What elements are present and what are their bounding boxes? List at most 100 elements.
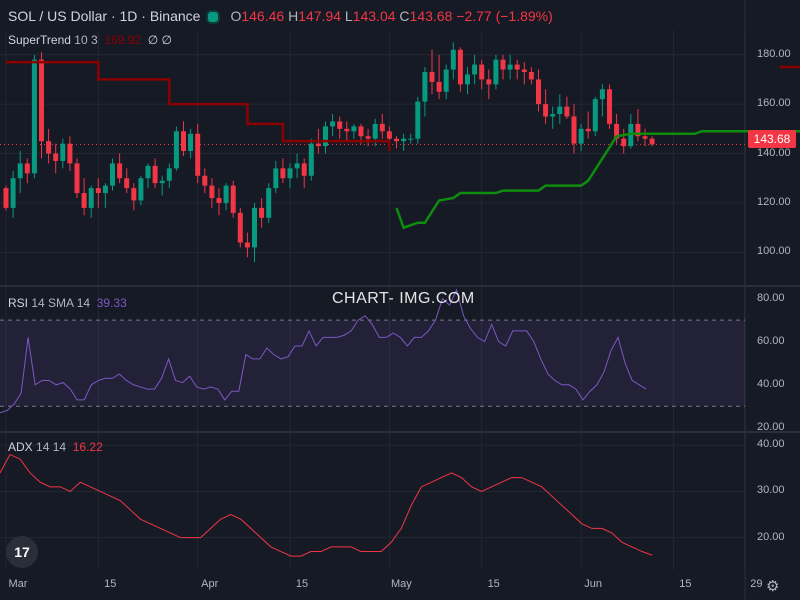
supertrend-legend[interactable]: SuperTrend 10 3 169.92 ∅ ∅ bbox=[8, 33, 172, 47]
close-label: C bbox=[399, 8, 410, 24]
high-value: 147.94 bbox=[298, 8, 342, 24]
candle-body bbox=[614, 123, 620, 139]
supertrend-name: SuperTrend bbox=[8, 33, 71, 47]
candle-body bbox=[415, 101, 421, 139]
candle-body bbox=[500, 59, 506, 70]
y-tick-label: 100.00 bbox=[757, 245, 791, 258]
y-tick-label: 120.00 bbox=[757, 195, 791, 208]
candle-body bbox=[39, 59, 44, 142]
candle-body bbox=[386, 131, 392, 139]
settings-gear-icon[interactable]: ⚙ bbox=[766, 578, 780, 595]
rsi-name: RSI bbox=[8, 296, 29, 310]
candle-body bbox=[259, 207, 265, 218]
header: SOL / US Dollar · 1D · Binance O146.46 H1… bbox=[8, 8, 553, 25]
grid-lines bbox=[0, 0, 746, 600]
candle-body bbox=[53, 153, 59, 161]
supertrend-down-line bbox=[6, 60, 391, 152]
candle-body bbox=[131, 188, 137, 201]
supertrend-null-icon-1: ∅ bbox=[147, 33, 159, 47]
candle-body bbox=[3, 188, 9, 208]
adx-legend[interactable]: ADX 14 14 16.22 bbox=[8, 440, 103, 454]
candle-body bbox=[308, 143, 314, 176]
supertrend-lines bbox=[6, 60, 800, 230]
low-value: 143.04 bbox=[352, 8, 396, 24]
candle-body bbox=[88, 188, 94, 208]
y-tick-label: 80.00 bbox=[757, 291, 785, 304]
candle-body bbox=[181, 131, 186, 152]
candle-body bbox=[273, 168, 279, 189]
candle-body bbox=[450, 49, 456, 70]
rsi-line bbox=[0, 288, 647, 414]
candle-body bbox=[294, 163, 300, 169]
candle-body bbox=[578, 128, 584, 144]
candle-body bbox=[394, 138, 399, 142]
candle-body bbox=[472, 64, 478, 75]
market-status-icon bbox=[206, 10, 221, 25]
x-tick-label: 15 bbox=[295, 578, 309, 590]
candle-body bbox=[81, 193, 87, 208]
symbol-title[interactable]: SOL / US Dollar · 1D · Binance bbox=[8, 8, 201, 24]
candle-body bbox=[110, 163, 115, 186]
candle-body bbox=[379, 123, 385, 132]
candle-body bbox=[301, 163, 307, 176]
candle-body bbox=[266, 188, 272, 218]
candle-body bbox=[621, 138, 627, 147]
adx-line bbox=[0, 453, 653, 557]
y-tick-label: 40.00 bbox=[757, 438, 785, 451]
candle-body bbox=[550, 114, 556, 117]
candle-body bbox=[337, 121, 343, 129]
candle-body bbox=[159, 180, 165, 184]
rsi-band bbox=[0, 320, 745, 407]
x-tick-label: Jun bbox=[584, 578, 602, 590]
supertrend-params: 10 3 bbox=[74, 33, 98, 47]
high-label: H bbox=[288, 8, 299, 24]
candle-body bbox=[443, 69, 449, 92]
candle-body bbox=[422, 72, 428, 102]
rsi-legend[interactable]: RSI 14 SMA 14 39.33 bbox=[8, 296, 127, 310]
candle-body bbox=[60, 143, 66, 161]
candle-body bbox=[31, 59, 37, 174]
supertrend-up-line bbox=[395, 130, 800, 230]
y-tick-label: 160.00 bbox=[757, 97, 791, 110]
x-tick-label: 15 bbox=[679, 578, 692, 590]
x-tick-label: 15 bbox=[104, 578, 117, 590]
candle-body bbox=[351, 126, 357, 132]
candle-body bbox=[237, 212, 243, 243]
close-value: 143.68 bbox=[409, 8, 453, 24]
x-tick-label: Mar bbox=[8, 578, 28, 590]
candle-body bbox=[280, 168, 286, 179]
candle-body bbox=[95, 188, 101, 194]
candle-body bbox=[642, 136, 648, 139]
candle-body bbox=[173, 131, 179, 169]
candle-body bbox=[486, 79, 492, 85]
watermark: CHART- IMG.COM bbox=[332, 290, 475, 307]
candle-body bbox=[202, 175, 208, 186]
candles bbox=[3, 42, 655, 263]
supertrend-value: 169.92 bbox=[104, 33, 142, 47]
candle-body bbox=[528, 72, 534, 80]
tradingview-logo-icon[interactable]: 17 bbox=[6, 536, 38, 568]
candle-body bbox=[344, 128, 350, 132]
candle-body bbox=[209, 185, 215, 198]
y-tick-label: 140.00 bbox=[757, 146, 791, 159]
candle-body bbox=[571, 116, 577, 144]
candle-body bbox=[635, 123, 641, 137]
candle-body bbox=[188, 133, 194, 152]
candle-body bbox=[564, 106, 570, 117]
candle-body bbox=[408, 138, 414, 140]
candle-body bbox=[429, 72, 435, 82]
x-tick-label: 29 bbox=[750, 578, 763, 590]
y-tick-label: 20.00 bbox=[757, 530, 785, 543]
candle-body bbox=[145, 165, 151, 179]
candle-body bbox=[543, 104, 549, 117]
candle-body bbox=[649, 138, 655, 145]
candle-body bbox=[67, 143, 73, 164]
pane-separators bbox=[0, 285, 800, 433]
candle-body bbox=[102, 185, 108, 194]
candle-body bbox=[607, 89, 612, 124]
candle-body bbox=[365, 136, 371, 139]
candle-body bbox=[514, 64, 520, 70]
candle-body bbox=[124, 178, 130, 189]
open-value: 146.46 bbox=[241, 8, 285, 24]
